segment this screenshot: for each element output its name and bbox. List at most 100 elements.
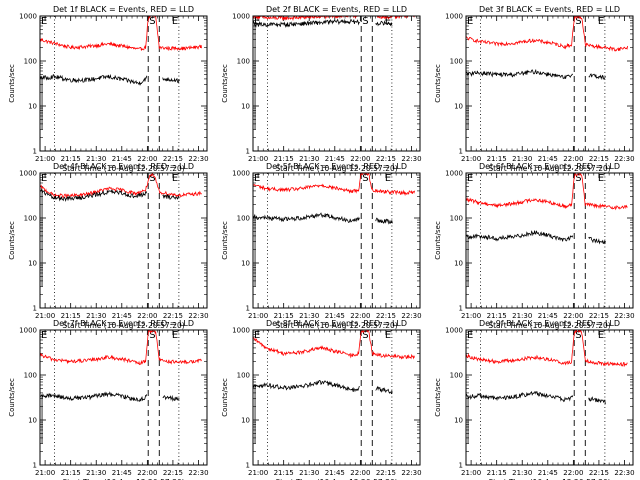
x-tick-label: 21:30 <box>299 312 319 320</box>
y-tick-label: 1000 <box>232 13 250 21</box>
lld-series-line <box>466 330 628 368</box>
panel-title: Det 4f BLACK = Events, RED = LLD <box>53 162 194 171</box>
event-label-end: E <box>598 330 604 341</box>
x-tick-label: 22:30 <box>188 312 208 320</box>
y-tick-label: 10 <box>28 417 37 425</box>
x-axis-label: Start Time (10-Aug-12 20:57:20) <box>275 164 397 173</box>
source-label: S <box>362 16 368 27</box>
events-series-line-post <box>162 394 180 402</box>
x-axis-label: Start Time (10-Aug-12 20:57:20) <box>62 478 184 480</box>
y-tick-label: 100 <box>237 215 250 223</box>
x-tick-label: 22:00 <box>137 155 157 163</box>
x-tick-label: 21:00 <box>35 155 55 163</box>
x-tick-label: 22:15 <box>589 469 609 477</box>
event-label-end: E <box>172 330 178 341</box>
lld-series-line <box>40 16 203 52</box>
x-tick-label: 22:00 <box>563 312 583 320</box>
lld-series-line <box>253 16 415 21</box>
x-tick-label: 22:00 <box>563 155 583 163</box>
x-tick-label: 21:15 <box>487 155 507 163</box>
plot-frame <box>252 172 421 309</box>
source-label: S <box>149 330 155 341</box>
x-tick-label: 22:30 <box>614 155 634 163</box>
lld-series-line <box>253 173 416 197</box>
x-tick-label: 21:45 <box>112 312 132 320</box>
panel-1: Det 1f BLACK = Events, RED = LLD Counts/s… <box>8 5 209 173</box>
y-tick-label: 100 <box>237 372 250 380</box>
y-axis-label: Counts/sec <box>434 221 442 260</box>
lld-series-line <box>40 330 202 366</box>
x-tick-label: 21:00 <box>461 469 481 477</box>
x-tick-label: 22:30 <box>188 469 208 477</box>
x-tick-label: 21:30 <box>512 155 532 163</box>
y-tick-label: 1000 <box>445 170 463 178</box>
event-label-end: E <box>172 173 178 184</box>
event-label-start: E <box>254 173 260 184</box>
x-tick-label: 21:45 <box>538 312 558 320</box>
y-tick-label: 1 <box>33 148 37 156</box>
x-axis-label: Start Time (10-Aug-12 20:57:20) <box>488 164 610 173</box>
x-tick-label: 21:00 <box>248 469 268 477</box>
x-tick-label: 22:30 <box>614 312 634 320</box>
source-label: S <box>362 173 368 184</box>
events-series-line <box>253 380 360 393</box>
y-tick-label: 1000 <box>445 13 463 21</box>
event-label-end: E <box>598 16 604 27</box>
panel-title: Det 3f BLACK = Events, RED = LLD <box>479 5 620 14</box>
panel-title: Det 5f BLACK = Events, RED = LLD <box>266 162 407 171</box>
event-label-end: E <box>385 16 391 27</box>
x-axis-label: Start Time (10-Aug-12 20:57:20) <box>62 164 184 173</box>
events-series-line-post <box>375 20 393 27</box>
x-tick-label: 22:00 <box>563 469 583 477</box>
x-axis-label: Start Time (10-Aug-12 20:57:20) <box>488 321 610 330</box>
x-tick-label: 22:15 <box>163 155 183 163</box>
x-tick-label: 22:30 <box>614 469 634 477</box>
source-label: S <box>575 173 581 184</box>
x-tick-label: 21:30 <box>299 155 319 163</box>
source-label: S <box>149 16 155 27</box>
events-series-line <box>40 391 148 402</box>
panel-3: Det 3f BLACK = Events, RED = LLD Counts/s… <box>434 5 635 173</box>
x-tick-label: 21:45 <box>538 155 558 163</box>
plot-frame <box>465 15 634 152</box>
y-tick-label: 100 <box>450 215 463 223</box>
x-tick-label: 21:15 <box>61 469 81 477</box>
x-tick-label: 22:30 <box>401 312 421 320</box>
events-series-line-post <box>375 385 393 395</box>
event-label-start: E <box>41 173 47 184</box>
event-label-end: E <box>598 173 604 184</box>
x-tick-label: 21:45 <box>325 155 345 163</box>
y-tick-label: 100 <box>24 372 37 380</box>
y-tick-label: 10 <box>454 260 463 268</box>
x-tick-label: 22:15 <box>589 155 609 163</box>
y-tick-label: 10 <box>28 103 37 111</box>
panel-8: Det 8f BLACK = Events, RED = LLD Counts/s… <box>221 319 422 480</box>
y-axis-label: Counts/sec <box>221 64 229 103</box>
y-axis-label: Counts/sec <box>434 378 442 417</box>
y-tick-label: 100 <box>450 58 463 66</box>
y-tick-label: 1000 <box>445 327 463 335</box>
plot-frame <box>39 172 208 309</box>
lld-series-line <box>253 330 415 360</box>
plot-frame <box>252 15 421 152</box>
y-tick-label: 10 <box>241 103 250 111</box>
x-tick-label: 21:00 <box>35 469 55 477</box>
x-tick-label: 22:30 <box>188 155 208 163</box>
panel-title: Det 2f BLACK = Events, RED = LLD <box>266 5 407 14</box>
panel-6: Det 6f BLACK = Events, RED = LLD Counts/s… <box>434 162 635 330</box>
x-tick-label: 21:15 <box>487 469 507 477</box>
events-series-line <box>466 230 574 242</box>
panel-title: Det 9f BLACK = Events, RED = LLD <box>479 319 620 328</box>
event-label-start: E <box>467 330 473 341</box>
x-axis-label: Start Time (10-Aug-12 20:57:20) <box>488 478 610 480</box>
y-tick-label: 1 <box>33 462 37 470</box>
event-label-end: E <box>385 173 391 184</box>
x-tick-label: 22:30 <box>401 469 421 477</box>
x-tick-label: 21:15 <box>61 155 81 163</box>
x-tick-label: 22:00 <box>350 312 370 320</box>
y-tick-label: 1000 <box>232 327 250 335</box>
events-series-line <box>253 18 360 28</box>
events-series-line <box>466 68 574 80</box>
x-tick-label: 22:15 <box>589 312 609 320</box>
